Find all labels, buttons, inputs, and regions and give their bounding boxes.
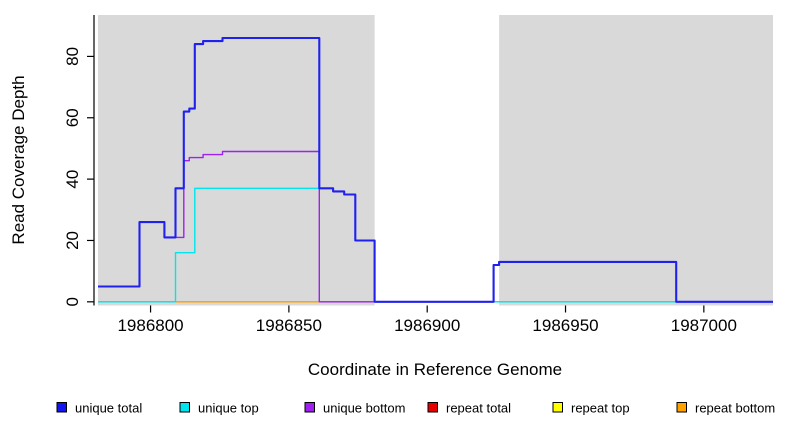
legend-swatch-repeat-bottom xyxy=(676,402,687,413)
y-tick-label: 60 xyxy=(63,108,82,127)
y-tick-label: 80 xyxy=(63,47,82,66)
y-tick-label: 0 xyxy=(63,297,82,306)
axes: 0 20 40 60 80 1986800 1986850 1986900 1986950 198… xyxy=(63,15,737,335)
series-line-unique-total xyxy=(98,36,773,303)
legend-swatch-repeat-total xyxy=(427,402,438,413)
x-axis-title: Coordinate in Reference Genome xyxy=(308,360,562,379)
y-tick-label: 40 xyxy=(63,170,82,189)
data-series xyxy=(98,36,773,303)
x-tick-label: 1986950 xyxy=(532,316,598,335)
plot-bg-right-region xyxy=(499,15,773,306)
x-tick-label: 1986800 xyxy=(117,316,183,335)
legend-swatch-unique-top xyxy=(179,402,190,413)
legend-swatch-unique-total xyxy=(56,402,67,413)
legend-label-unique-top: unique top xyxy=(198,401,259,416)
x-tick-label: 1986900 xyxy=(394,316,460,335)
x-tick-label: 1987000 xyxy=(671,316,737,335)
plot-bg-left-region xyxy=(98,15,375,306)
legend-label-unique-total: unique total xyxy=(75,401,142,416)
legend-label-repeat-bottom: repeat bottom xyxy=(695,401,775,416)
legend-label-unique-bottom: unique bottom xyxy=(323,401,405,416)
legend-label-repeat-total: repeat total xyxy=(446,401,511,416)
y-axis-title: Read Coverage Depth xyxy=(9,75,28,244)
y-tick-label: 20 xyxy=(63,231,82,250)
legend-label-repeat-top: repeat top xyxy=(571,401,630,416)
legend-swatch-repeat-top xyxy=(552,402,563,413)
x-tick-label: 1986850 xyxy=(256,316,322,335)
plot-background xyxy=(98,15,773,306)
legend-swatch-unique-bottom xyxy=(304,402,315,413)
legend: unique total unique top unique bottom repea… xyxy=(56,401,775,416)
